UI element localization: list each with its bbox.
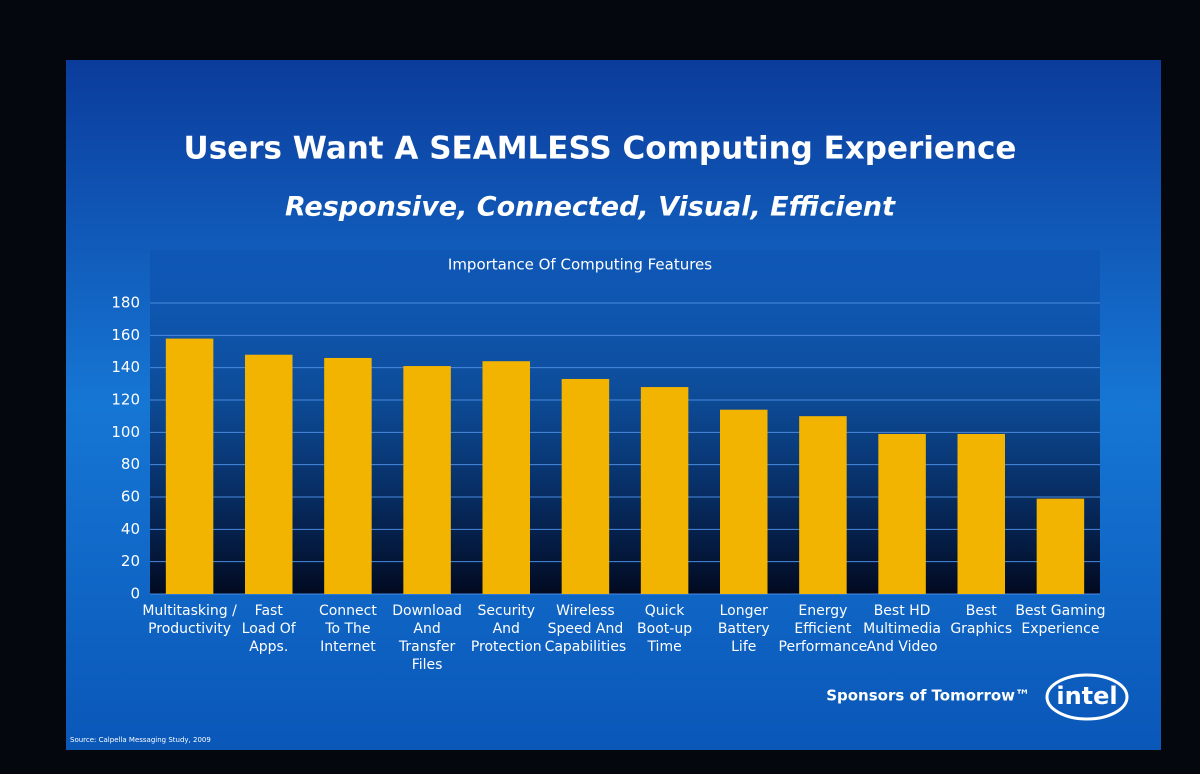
subtitle: Responsive, Connected, Visual, Efficient: [285, 192, 896, 223]
x-tick-label: Wireless Speed And Capabilities: [544, 603, 627, 655]
bar: [165, 338, 214, 594]
bar: [245, 354, 293, 594]
y-tick-label: 80: [121, 455, 140, 473]
x-tick-label: Best Graphics: [950, 603, 1013, 637]
y-tick-label: 140: [111, 358, 140, 376]
plot-area: [150, 250, 1100, 594]
bar: [324, 357, 372, 594]
bar: [799, 416, 847, 594]
x-tick-label: Fast Load Of Apps.: [241, 603, 296, 655]
bar: [720, 409, 768, 594]
x-tick-label: Multitasking / Productivity: [142, 603, 237, 637]
bar: [561, 378, 610, 594]
y-tick-label: 120: [111, 391, 140, 409]
y-tick-label: 100: [111, 423, 140, 441]
x-tick-label: Connect To The Internet: [318, 603, 377, 655]
x-tick-label: Energy Efficient Performance: [778, 603, 868, 655]
y-tick-label: 180: [111, 294, 140, 312]
logo: intel: [1056, 682, 1117, 710]
x-tick-label: Download And Transfer Files: [392, 603, 462, 673]
y-tick-label: 40: [121, 520, 140, 538]
y-tick-label: 60: [121, 488, 140, 506]
y-tick-label: 0: [130, 585, 140, 603]
y-tick-label: 20: [121, 552, 140, 570]
y-tick-label: 160: [111, 326, 140, 344]
x-tick-label: Quick Boot-up Time: [637, 603, 693, 655]
x-tick-label: Best HD Multimedia And Video: [863, 603, 941, 655]
bar: [640, 387, 689, 594]
bar: [957, 433, 1005, 594]
logo-ring: [1045, 673, 1129, 721]
bar: [403, 366, 451, 594]
x-tick-label: Security And Protection: [470, 603, 542, 655]
bar: [878, 433, 926, 594]
bar: [482, 361, 530, 594]
chart-title: Importance Of Computing Features: [448, 256, 712, 274]
tagline: Sponsors of Tomorrow™: [826, 687, 1030, 705]
title: Users Want A SEAMLESS Computing Experien…: [184, 131, 1017, 167]
source: Source: Calpella Messaging Study, 2009: [70, 736, 211, 744]
x-tick-label: Longer Battery Life: [717, 603, 770, 655]
x-tick-label: Best Gaming Experience: [1015, 603, 1106, 637]
bar: [1036, 498, 1085, 594]
